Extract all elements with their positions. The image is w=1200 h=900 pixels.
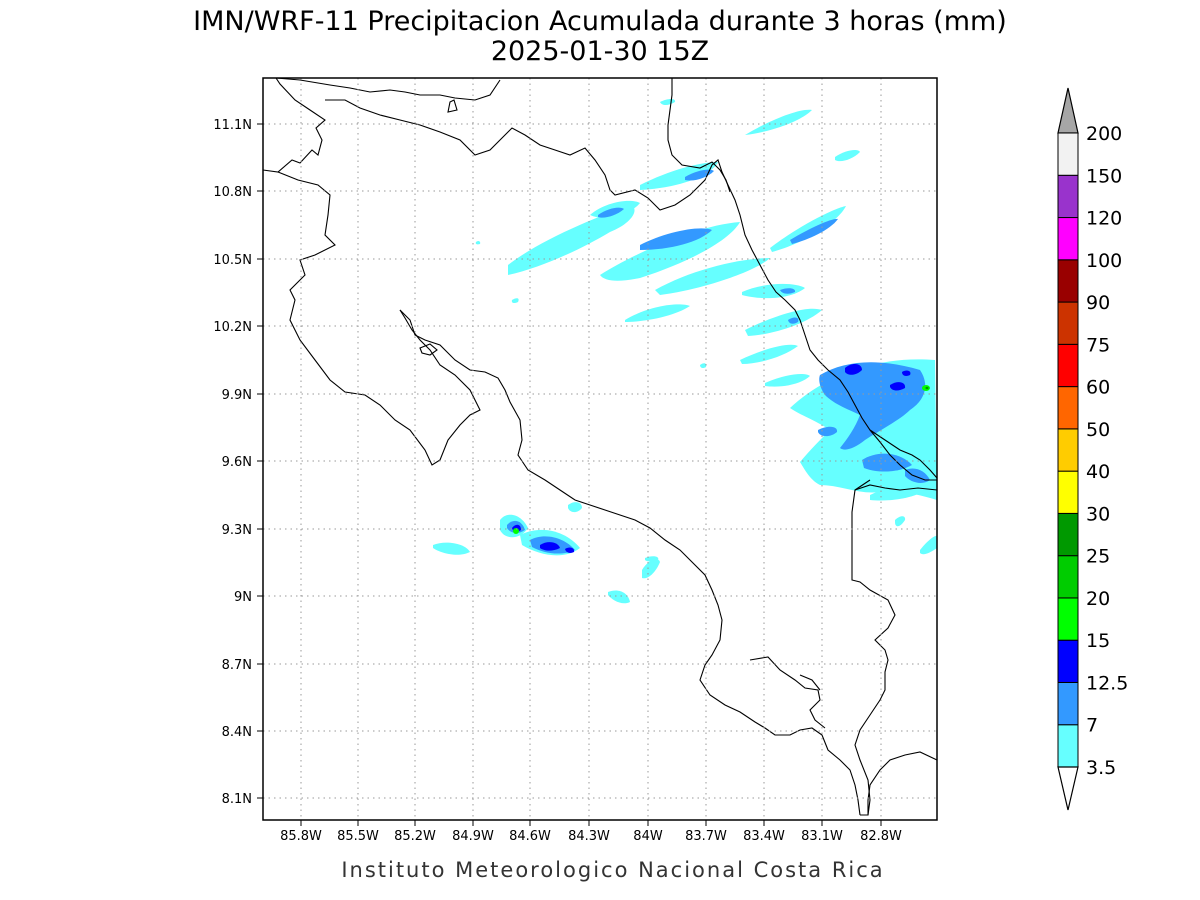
colorbar-label: 20 (1086, 588, 1110, 610)
colorbar-label: 90 (1086, 292, 1110, 314)
colorbar-label: 30 (1086, 503, 1110, 525)
lon-tick-label: 82.8W (860, 829, 902, 844)
colorbar-swatch (1057, 428, 1079, 472)
map-title: IMN/WRF-11 Precipitacion Acumulada duran… (193, 6, 1007, 37)
colorbar-swatch (1057, 724, 1079, 768)
colorbar-swatch (1057, 343, 1079, 388)
colorbar-swatch (1057, 555, 1079, 599)
lat-tick-label: 11.1N (213, 118, 252, 133)
precipitation-field (433, 99, 937, 604)
colorbar-label: 7 (1086, 715, 1098, 737)
colorbar-swatch (1057, 470, 1079, 514)
lat-tick-label: 8.4N (222, 725, 252, 740)
colorbar-label: 120 (1086, 208, 1122, 230)
colorbar-swatch (1057, 217, 1079, 261)
colorbar-swatches (1057, 132, 1079, 768)
colorbar-label: 50 (1086, 419, 1110, 441)
colorbar-label: 150 (1086, 165, 1122, 187)
colorbar-swatch (1057, 386, 1079, 430)
colorbar-bottom-arrow (1057, 766, 1079, 811)
colorbar: 3.5 7 12.5 15 20 25 30 40 50 60 75 90 100 120 150 200 (1057, 87, 1128, 811)
colorbar-top-arrow (1057, 87, 1079, 134)
lon-tick-label: 84.6W (509, 829, 551, 844)
map-subtitle: 2025-01-30 15Z (491, 36, 709, 67)
colorbar-swatch (1057, 639, 1079, 683)
lat-tick-label: 10.2N (213, 320, 252, 335)
lat-tick-label: 9.6N (222, 455, 252, 470)
lon-tick-label: 85.2W (394, 829, 436, 844)
longitude-labels: 85.8W 85.5W 85.2W 84.9W 84.6W 84.3W 84W … (280, 829, 902, 844)
tick-marks (257, 123, 882, 826)
colorbar-label: 3.5 (1086, 757, 1116, 779)
graticule (263, 78, 937, 820)
lon-tick-label: 83.7W (685, 829, 727, 844)
footer-credit: Instituto Meteorologico Nacional Costa R… (341, 858, 884, 882)
lat-tick-label: 8.1N (222, 792, 252, 807)
colorbar-label: 12.5 (1086, 672, 1128, 694)
latitude-labels: 11.1N 10.8N 10.5N 10.2N 9.9N 9.6N 9.3N 9… (213, 118, 252, 807)
lon-tick-label: 84.9W (452, 829, 494, 844)
lat-tick-label: 10.8N (213, 185, 252, 200)
lon-tick-label: 83.1W (801, 829, 843, 844)
colorbar-label: 75 (1086, 334, 1110, 356)
colorbar-swatch (1057, 681, 1079, 726)
colorbar-label: 200 (1086, 123, 1122, 145)
lat-tick-label: 9.3N (222, 523, 252, 538)
colorbar-swatch (1057, 301, 1079, 345)
colorbar-swatch (1057, 259, 1079, 303)
colorbar-label: 100 (1086, 250, 1122, 272)
lat-tick-label: 9.9N (222, 388, 252, 403)
coastline-and-borders (262, 77, 938, 816)
colorbar-swatch (1057, 132, 1079, 176)
colorbar-swatch (1057, 597, 1079, 641)
lon-tick-label: 84.3W (568, 829, 610, 844)
lat-tick-label: 10.5N (213, 253, 252, 268)
map-frame (262, 77, 938, 821)
lon-tick-label: 85.5W (337, 829, 379, 844)
colorbar-swatch (1057, 512, 1079, 557)
lat-tick-label: 8.7N (222, 658, 252, 673)
colorbar-label: 15 (1086, 630, 1110, 652)
colorbar-label: 25 (1086, 546, 1110, 568)
colorbar-labels: 3.5 7 12.5 15 20 25 30 40 50 60 75 90 100 120 150 200 (1086, 123, 1128, 779)
colorbar-label: 40 (1086, 461, 1110, 483)
lon-tick-label: 83.4W (743, 829, 785, 844)
lon-tick-label: 85.8W (280, 829, 322, 844)
lon-tick-label: 84W (633, 829, 663, 844)
colorbar-label: 60 (1086, 377, 1110, 399)
lat-tick-label: 9N (234, 590, 252, 605)
colorbar-swatch (1057, 174, 1079, 219)
